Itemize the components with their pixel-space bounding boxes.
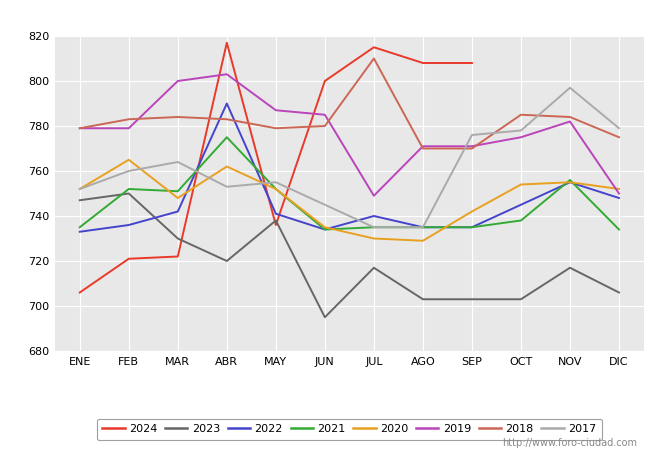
Text: http://www.foro-ciudad.com: http://www.foro-ciudad.com xyxy=(502,438,637,448)
Legend: 2024, 2023, 2022, 2021, 2020, 2019, 2018, 2017: 2024, 2023, 2022, 2021, 2020, 2019, 2018… xyxy=(97,419,602,440)
Text: Afiliados en Chucena a 30/9/2024: Afiliados en Chucena a 30/9/2024 xyxy=(173,7,477,25)
